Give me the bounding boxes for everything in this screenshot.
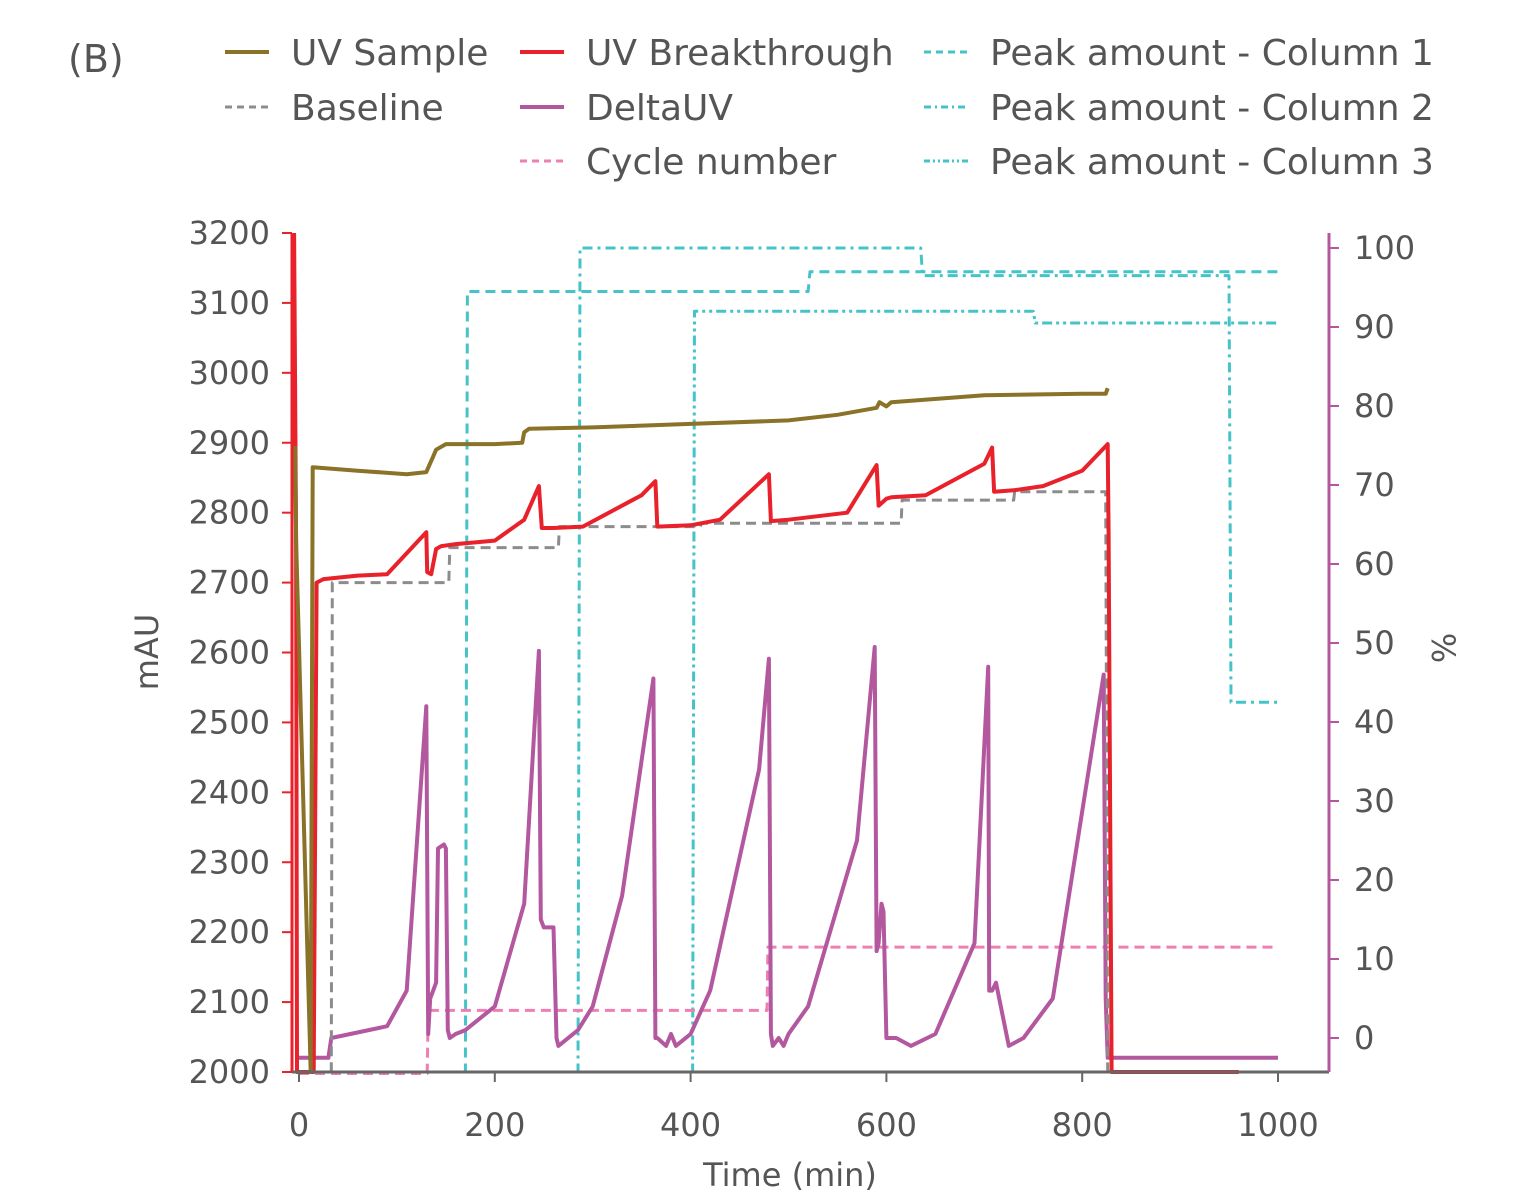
y-left-tick-label: 2600 [189,634,270,672]
series-line-uv-breakthrough [292,232,1239,1074]
y-right-tick-label: 90 [1354,308,1395,346]
y-right-tick-label: 40 [1354,703,1395,741]
y-left-tick-label: 3200 [189,214,270,252]
x-tick-label: 400 [660,1106,721,1144]
legend-label: Peak amount - Column 1 [990,33,1434,74]
y-right-tick-label: 0 [1354,1019,1374,1057]
y-right-tick-label: 60 [1354,545,1395,583]
y-left-tick-label: 3000 [189,354,270,392]
y-right-axis-title: % [1424,633,1462,663]
legend-label: Baseline [291,88,444,129]
y-left-tick-label: 2100 [189,983,270,1021]
x-tick-label: 600 [856,1106,917,1144]
y-left-tick-label: 2400 [189,773,270,811]
series-layer [292,232,1278,1075]
series-line-peak-amount-column-3 [691,309,1278,1074]
legend-label: Peak amount - Column 2 [990,88,1434,129]
legend-label: Peak amount - Column 3 [990,142,1434,183]
y-left-axis-title: mAU [128,614,166,690]
y-right-tick-label: 30 [1354,782,1395,820]
x-tick-label: 800 [1052,1106,1113,1144]
y-left-tick-label: 2300 [189,843,270,881]
x-tick-label: 1000 [1237,1106,1318,1144]
legend-label: UV Breakthrough [586,33,894,74]
y-left-tick-label: 2900 [189,424,270,462]
y-right-tick-label: 80 [1354,387,1395,425]
series-line-peak-amount-column-1 [463,270,1278,1074]
series-line-peak-amount-column-2 [576,246,1278,1074]
legend: UV Sample Baseline UV Breakthrough DeltaUV C… [225,33,1434,183]
legend-label: Cycle number [586,142,837,183]
y-left-tick-label: 2700 [189,564,270,602]
y-right-tick-label: 10 [1354,940,1395,978]
y-left-tick-label: 2000 [189,1053,270,1091]
panel-label: (B) [68,37,124,81]
y-right-tick-label: 100 [1354,229,1415,267]
legend-label: DeltaUV [586,88,733,129]
y-left-tick-label: 2800 [189,494,270,532]
y-right-tick-label: 20 [1354,861,1395,899]
axes-layer: 0 200 400 600 800 100020002100220023002400250… [189,214,1416,1144]
series-line-uv-sample [293,387,1110,1074]
x-tick-label: 200 [464,1106,525,1144]
y-right-tick-label: 50 [1354,624,1395,662]
legend-label: UV Sample [291,33,488,74]
y-left-tick-label: 2200 [189,913,270,951]
series-line-deltauv [299,645,1278,1060]
y-left-tick-label: 2500 [189,703,270,741]
x-axis-title: Time (min) [702,1156,877,1194]
y-right-tick-label: 70 [1354,466,1395,504]
series-line-cycle-number [299,945,1278,1075]
x-tick-label: 0 [289,1106,309,1144]
y-left-tick-label: 3100 [189,284,270,322]
